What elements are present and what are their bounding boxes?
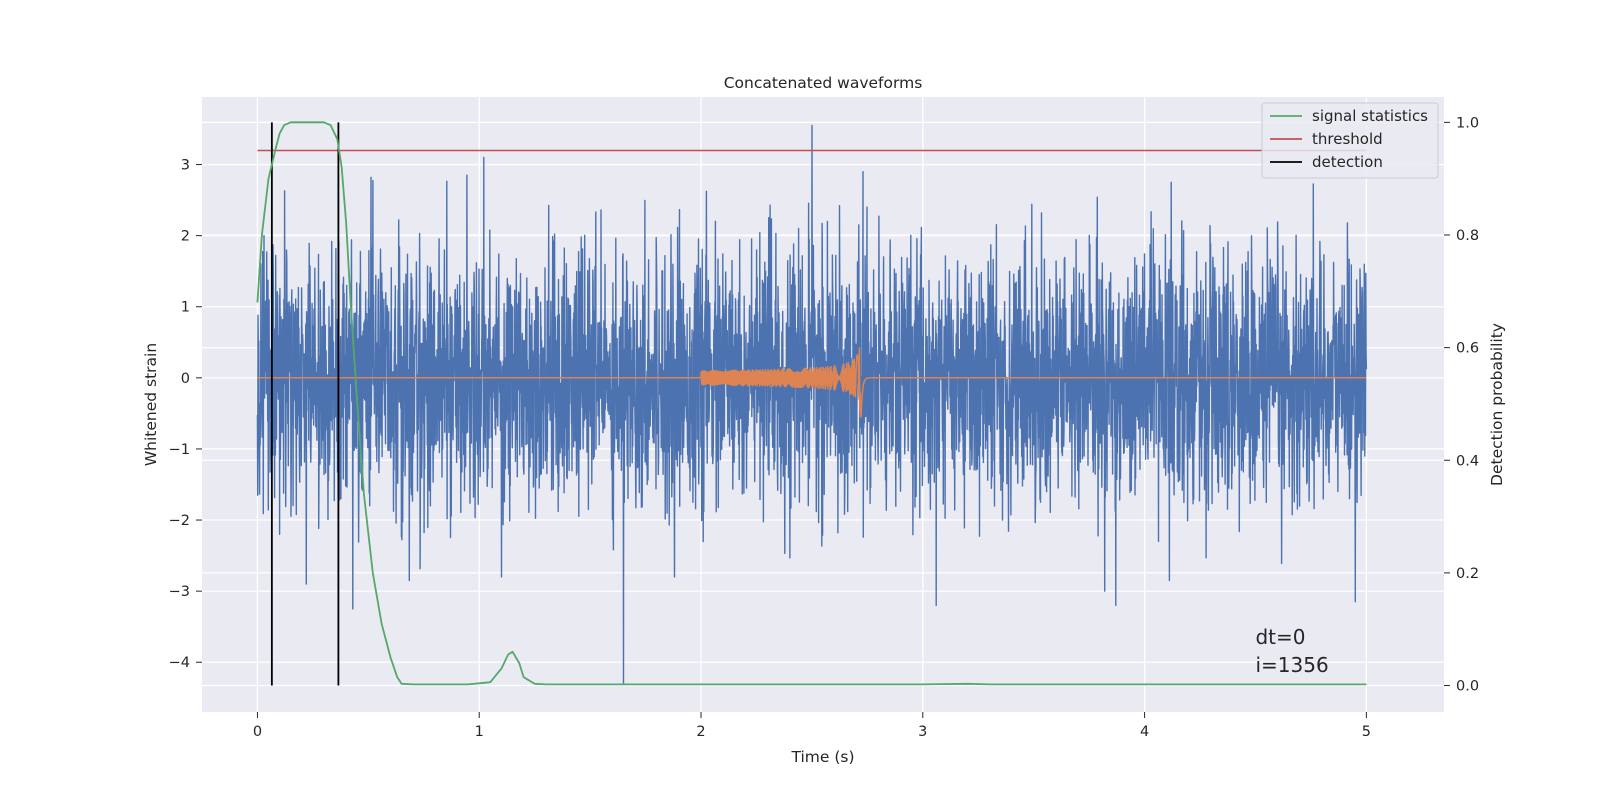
y-left-tick-label: −1 [169,442,190,458]
y-left-axis-label: Whitened strain [142,343,160,466]
y-left-tick-label: −4 [169,655,190,671]
chart-title: Concatenated waveforms [724,74,923,92]
series-injected-waveform [257,346,1367,418]
legend-label-signal-statistics: signal statistics [1312,107,1428,125]
y-left-tick-label: −2 [169,513,190,529]
detection-lines [270,122,340,686]
series-whitened-noise [256,124,1368,685]
legend-label-detection: detection [1312,153,1383,171]
y-left-tick-label: 2 [181,229,190,245]
x-tick-label: 5 [1362,724,1371,740]
legend: signal statistics threshold detection [1261,102,1439,179]
legend-box [1261,102,1439,179]
y-left-tick-label: 1 [181,300,190,316]
y-right-tick-label: 0.2 [1456,566,1479,582]
x-tick-label: 3 [918,724,927,740]
y-right-tick-label: 0.8 [1456,228,1479,244]
y-right-tick-label: 0.4 [1456,453,1479,469]
y-left-tick-label: −3 [169,584,190,600]
y-right-tick-label: 1.0 [1456,115,1479,131]
x-tick-label: 2 [696,724,705,740]
x-tick-label: 1 [475,724,484,740]
series-signal-statistics [256,121,1367,686]
y-left-tick-label: 0 [181,371,190,387]
annotation-index: i=1356 [1255,653,1328,677]
y-left-tick-label: 3 [181,158,190,174]
annotation: dt=0 i=1356 [1255,625,1328,677]
annotation-dt: dt=0 [1255,625,1305,649]
x-axis-label: Time (s) [790,748,854,766]
x-tick-label: 4 [1140,724,1149,740]
y-right-tick-label: 0.0 [1456,679,1479,695]
x-axis-ticks: 0 1 2 3 4 5 [253,712,1371,740]
plot-content [256,121,1368,686]
y-left-axis-ticks: 3 2 1 0 −1 −2 −3 −4 [169,158,202,671]
x-tick-label: 0 [253,724,262,740]
y-right-axis-label: Detection probability [1488,323,1506,486]
y-right-axis-ticks: 1.0 0.8 0.6 0.4 0.2 0.0 [1444,115,1479,695]
legend-label-threshold: threshold [1312,130,1383,148]
y-right-tick-label: 0.6 [1456,341,1479,357]
